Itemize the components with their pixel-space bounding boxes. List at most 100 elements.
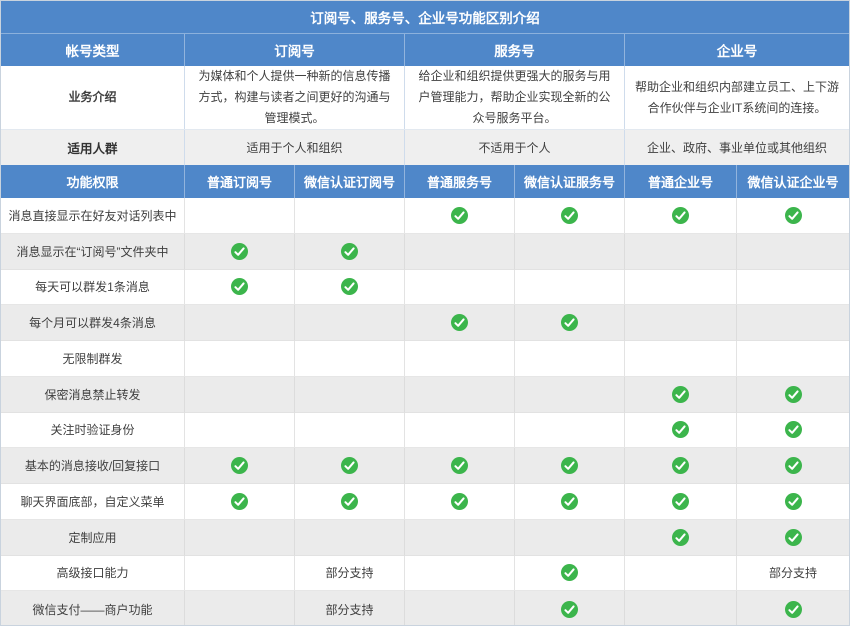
- feature-cell: [625, 376, 737, 413]
- feature-cell: [515, 555, 625, 592]
- feature-row: 聊天界面底部，自定义菜单: [1, 484, 849, 520]
- feature-cell: [185, 305, 295, 341]
- check-icon: [341, 492, 358, 510]
- feature-cell: [515, 269, 625, 306]
- type-header-subscription: 订阅号: [185, 34, 405, 66]
- check-icon: [672, 492, 689, 510]
- feature-cell: [737, 413, 849, 449]
- feature-cell: [405, 341, 515, 377]
- feature-cell: [737, 305, 849, 341]
- feature-cell: [295, 341, 405, 377]
- check-icon: [231, 492, 248, 510]
- feature-row: 微信支付——商户功能 部分支持: [1, 591, 849, 625]
- check-icon: [231, 457, 248, 475]
- check-icon: [784, 385, 802, 403]
- check-icon: [341, 278, 358, 296]
- table-title: 订阅号、服务号、企业号功能区别介绍: [1, 1, 849, 34]
- feature-cell: [405, 519, 515, 556]
- feature-row: 高级接口能力 部分支持 部分支持: [1, 555, 849, 592]
- feature-rows: 消息直接显示在好友对话列表中 消息显示在“订阅号”文件夹中 每天可以群发1条消息 每个…: [1, 198, 849, 625]
- feature-cell: 部分支持: [737, 556, 849, 592]
- feature-label: 消息直接显示在好友对话列表中: [1, 198, 185, 234]
- check-icon: [784, 457, 802, 475]
- feature-cell: [737, 198, 849, 234]
- feature-cell: [737, 234, 849, 270]
- feature-cell: [737, 448, 849, 484]
- feature-cell: [185, 555, 295, 592]
- feature-cell: 部分支持: [295, 555, 405, 592]
- check-icon: [561, 600, 578, 618]
- audience-row: 适用人群 适用于个人和组织 不适用于个人 企业、政府、事业单位或其他组织: [1, 130, 849, 165]
- audience-subscription: 适用于个人和组织: [185, 130, 405, 165]
- perm-col-verified-enterprise: 微信认证企业号: [747, 175, 839, 190]
- feature-cell: [295, 233, 405, 270]
- feature-cell: [625, 555, 737, 592]
- intro-enterprise: 帮助企业和组织内部建立员工、上下游合作伙伴与企业IT系统间的连接。: [635, 79, 840, 115]
- check-icon: [561, 314, 578, 332]
- feature-cell: [737, 484, 849, 520]
- feature-cell: [737, 270, 849, 306]
- business-intro-row: 业务介绍 为媒体和个人提供一种新的信息传播方式，构建与读者之间更好的沟通与管理模…: [1, 66, 849, 130]
- feature-cell: [295, 198, 405, 234]
- feature-label: 关注时验证身份: [1, 412, 185, 449]
- permissions-header-row: 功能权限 普通订阅号 微信认证订阅号 普通服务号 微信认证服务号 普通企业号 微…: [1, 165, 849, 198]
- feature-cell: [515, 484, 625, 520]
- feature-label: 高级接口能力: [1, 555, 185, 592]
- feature-cell: [625, 341, 737, 377]
- feature-cell: [737, 520, 849, 556]
- audience-enterprise: 企业、政府、事业单位或其他组织: [646, 141, 827, 155]
- feature-row: 消息显示在“订阅号”文件夹中: [1, 233, 849, 270]
- type-header-enterprise: 企业号: [716, 44, 758, 59]
- feature-cell: [295, 519, 405, 556]
- check-icon: [672, 385, 689, 403]
- check-icon: [341, 242, 358, 260]
- feature-cell: [515, 376, 625, 413]
- check-icon: [784, 600, 802, 618]
- intro-service: 给企业和组织提供更强大的服务与用户管理能力，帮助企业实现全新的公众号服务平台。: [405, 66, 625, 129]
- feature-cell: [625, 519, 737, 556]
- feature-cell: [405, 233, 515, 270]
- check-icon: [451, 206, 468, 224]
- feature-label: 每个月可以群发4条消息: [1, 305, 185, 341]
- feature-cell: [295, 269, 405, 306]
- feature-row: 定制应用: [1, 519, 849, 556]
- feature-cell: [515, 233, 625, 270]
- perm-col-ordinary-subscription: 普通订阅号: [185, 165, 295, 198]
- feature-cell: [515, 519, 625, 556]
- partial-support-label: 部分支持: [768, 566, 817, 581]
- feature-cell: [405, 198, 515, 234]
- check-icon: [672, 528, 689, 546]
- check-icon: [231, 242, 248, 260]
- feature-label: 消息显示在“订阅号”文件夹中: [1, 233, 185, 270]
- check-icon: [561, 206, 578, 224]
- perm-col-verified-service: 微信认证服务号: [515, 165, 625, 198]
- feature-label: 定制应用: [1, 519, 185, 556]
- business-intro-label: 业务介绍: [1, 66, 185, 129]
- feature-cell: [405, 376, 515, 413]
- feature-cell: [295, 305, 405, 341]
- feature-cell: [625, 448, 737, 484]
- feature-label: 每天可以群发1条消息: [1, 269, 185, 306]
- permissions-label: 功能权限: [1, 165, 185, 198]
- feature-cell: [515, 198, 625, 234]
- perm-col-ordinary-enterprise: 普通企业号: [625, 165, 737, 198]
- feature-cell: [515, 341, 625, 377]
- feature-cell: [737, 377, 849, 413]
- feature-row: 每个月可以群发4条消息: [1, 305, 849, 341]
- perm-col-verified-subscription: 微信认证订阅号: [295, 165, 405, 198]
- feature-cell: [185, 519, 295, 556]
- feature-cell: [185, 591, 295, 625]
- feature-cell: [625, 591, 737, 625]
- feature-cell: [185, 233, 295, 270]
- feature-cell: [185, 341, 295, 377]
- feature-cell: [295, 484, 405, 520]
- feature-cell: [515, 412, 625, 449]
- check-icon: [672, 421, 689, 439]
- feature-label: 聊天界面底部，自定义菜单: [1, 484, 185, 520]
- feature-cell: 部分支持: [295, 591, 405, 625]
- check-icon: [451, 457, 468, 475]
- feature-cell: [737, 591, 849, 625]
- check-icon: [784, 206, 802, 224]
- feature-cell: [737, 341, 849, 377]
- check-icon: [561, 492, 578, 510]
